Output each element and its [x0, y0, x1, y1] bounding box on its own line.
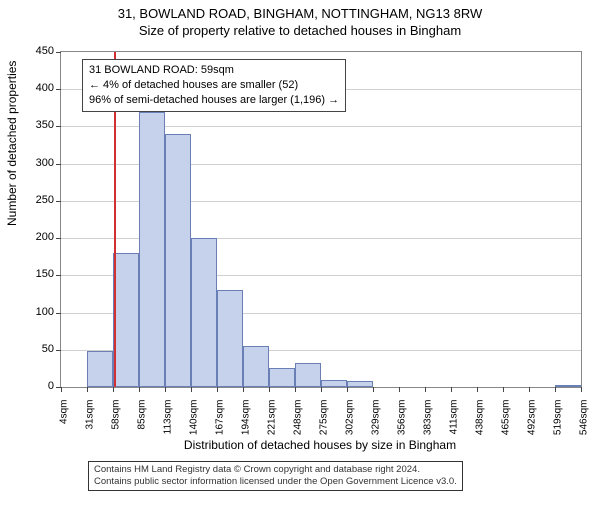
x-tick-label: 194sqm — [241, 400, 252, 446]
y-tick-mark — [56, 313, 61, 314]
y-tick-label: 0 — [24, 380, 54, 392]
histogram-bar — [139, 112, 165, 387]
x-tick-label: 31sqm — [85, 400, 96, 446]
footer-line1: Contains HM Land Registry data © Crown c… — [94, 464, 457, 476]
info-box-line: 31 BOWLAND ROAD: 59sqm — [89, 63, 339, 78]
y-tick-mark — [56, 238, 61, 239]
x-tick-mark — [581, 387, 582, 392]
x-tick-label: 167sqm — [215, 400, 226, 446]
histogram-bar — [217, 290, 243, 387]
info-box-line: ← 4% of detached houses are smaller (52) — [89, 78, 339, 93]
y-tick-label: 400 — [24, 82, 54, 94]
info-box: 31 BOWLAND ROAD: 59sqm← 4% of detached h… — [82, 59, 346, 112]
y-tick-label: 50 — [24, 343, 54, 355]
y-tick-label: 450 — [24, 45, 54, 57]
x-tick-label: 411sqm — [449, 400, 460, 446]
y-tick-mark — [56, 89, 61, 90]
x-tick-label: 356sqm — [397, 400, 408, 446]
footer-attribution: Contains HM Land Registry data © Crown c… — [88, 461, 463, 491]
histogram-bar — [87, 351, 113, 387]
y-tick-label: 250 — [24, 194, 54, 206]
y-tick-label: 350 — [24, 119, 54, 131]
x-tick-mark — [347, 387, 348, 392]
x-tick-label: 4sqm — [59, 400, 70, 446]
x-tick-label: 140sqm — [189, 400, 200, 446]
histogram-bar — [165, 134, 191, 387]
x-tick-label: 85sqm — [137, 400, 148, 446]
histogram-bar — [191, 238, 217, 387]
histogram-bar — [243, 346, 269, 387]
histogram-bar — [347, 381, 373, 387]
x-tick-mark — [113, 387, 114, 392]
chart-title-sub: Size of property relative to detached ho… — [0, 23, 600, 38]
footer-line2: Contains public sector information licen… — [94, 476, 457, 488]
x-tick-label: 248sqm — [293, 400, 304, 446]
y-tick-label: 300 — [24, 157, 54, 169]
x-tick-label: 275sqm — [319, 400, 330, 446]
x-tick-mark — [503, 387, 504, 392]
x-tick-label: 492sqm — [527, 400, 538, 446]
histogram-bar — [113, 253, 139, 387]
x-tick-label: 113sqm — [163, 400, 174, 446]
y-tick-mark — [56, 275, 61, 276]
x-tick-mark — [555, 387, 556, 392]
x-tick-label: 519sqm — [553, 400, 564, 446]
y-tick-mark — [56, 126, 61, 127]
y-tick-mark — [56, 350, 61, 351]
x-tick-mark — [61, 387, 62, 392]
x-tick-mark — [399, 387, 400, 392]
x-tick-label: 302sqm — [345, 400, 356, 446]
y-tick-mark — [56, 164, 61, 165]
x-tick-mark — [321, 387, 322, 392]
x-tick-mark — [295, 387, 296, 392]
x-tick-mark — [243, 387, 244, 392]
y-tick-mark — [56, 52, 61, 53]
histogram-bar — [321, 380, 347, 387]
x-tick-label: 329sqm — [371, 400, 382, 446]
y-tick-label: 150 — [24, 268, 54, 280]
x-tick-label: 221sqm — [267, 400, 278, 446]
histogram-bar — [269, 368, 295, 387]
info-box-line: 96% of semi-detached houses are larger (… — [89, 93, 339, 108]
x-tick-mark — [87, 387, 88, 392]
x-tick-label: 465sqm — [501, 400, 512, 446]
y-tick-label: 200 — [24, 231, 54, 243]
chart-title-main: 31, BOWLAND ROAD, BINGHAM, NOTTINGHAM, N… — [0, 6, 600, 21]
x-tick-label: 58sqm — [111, 400, 122, 446]
histogram-bar — [555, 385, 581, 387]
x-tick-mark — [165, 387, 166, 392]
x-tick-label: 438sqm — [475, 400, 486, 446]
x-tick-mark — [477, 387, 478, 392]
x-tick-mark — [373, 387, 374, 392]
y-axis-label: Number of detached properties — [5, 210, 19, 226]
y-tick-label: 100 — [24, 306, 54, 318]
x-tick-mark — [269, 387, 270, 392]
x-tick-mark — [139, 387, 140, 392]
x-tick-label: 383sqm — [423, 400, 434, 446]
x-tick-mark — [191, 387, 192, 392]
x-tick-mark — [425, 387, 426, 392]
x-tick-mark — [451, 387, 452, 392]
y-tick-mark — [56, 201, 61, 202]
x-tick-label: 546sqm — [579, 400, 590, 446]
x-tick-mark — [217, 387, 218, 392]
x-tick-mark — [529, 387, 530, 392]
histogram-bar — [295, 363, 321, 387]
